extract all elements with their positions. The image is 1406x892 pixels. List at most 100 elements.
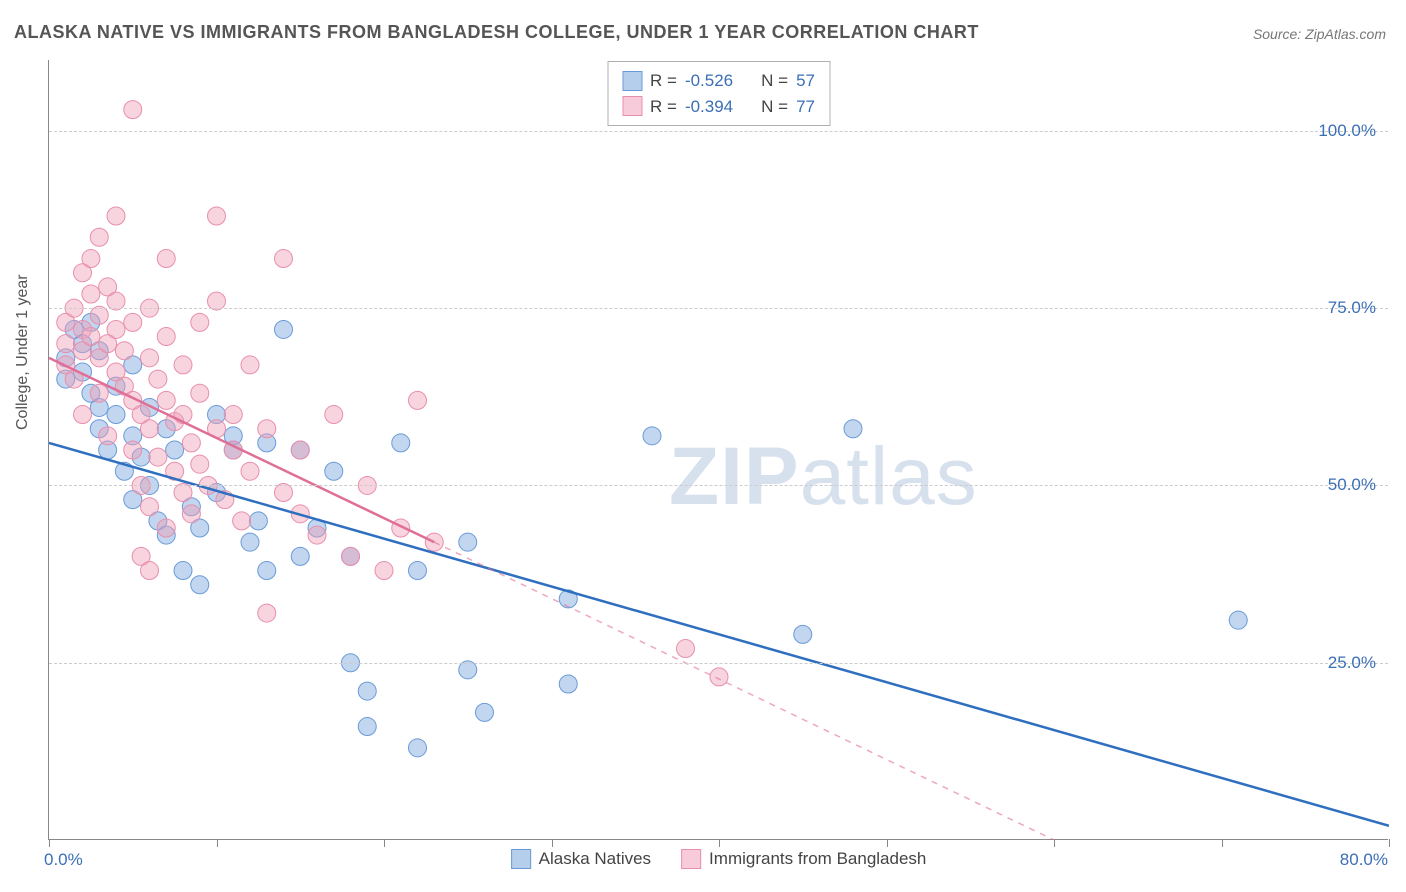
scatter-point-bangladesh xyxy=(149,370,167,388)
scatter-point-alaska xyxy=(559,675,577,693)
y-tick-label: 75.0% xyxy=(1328,298,1376,318)
scatter-point-alaska xyxy=(794,625,812,643)
scatter-point-bangladesh xyxy=(74,406,92,424)
scatter-point-bangladesh xyxy=(124,313,142,331)
scatter-point-bangladesh xyxy=(115,342,133,360)
gridline xyxy=(49,308,1388,309)
scatter-point-bangladesh xyxy=(57,335,75,353)
scatter-point-bangladesh xyxy=(141,420,159,438)
regression-line-alaska xyxy=(49,443,1389,826)
scatter-point-bangladesh xyxy=(157,250,175,268)
scatter-point-alaska xyxy=(258,562,276,580)
gridline xyxy=(49,485,1388,486)
legend-swatch xyxy=(681,849,701,869)
legend-r-value: -0.526 xyxy=(685,68,733,94)
scatter-point-alaska xyxy=(459,533,477,551)
scatter-point-alaska xyxy=(476,703,494,721)
scatter-point-bangladesh xyxy=(224,406,242,424)
y-tick-label: 100.0% xyxy=(1318,121,1376,141)
chart-title: ALASKA NATIVE VS IMMIGRANTS FROM BANGLAD… xyxy=(14,22,979,43)
plot-area: ZIPatlas R =-0.526N =57R =-0.394N =77 Al… xyxy=(48,60,1388,840)
scatter-point-bangladesh xyxy=(99,427,117,445)
scatter-point-alaska xyxy=(166,441,184,459)
legend-n-label: N = xyxy=(761,68,788,94)
source-label: Source: ZipAtlas.com xyxy=(1253,26,1386,42)
scatter-point-bangladesh xyxy=(141,349,159,367)
regression-extrapolation-bangladesh xyxy=(434,542,1054,840)
scatter-point-bangladesh xyxy=(174,356,192,374)
scatter-point-bangladesh xyxy=(157,519,175,537)
scatter-point-bangladesh xyxy=(107,207,125,225)
scatter-point-bangladesh xyxy=(375,562,393,580)
scatter-point-alaska xyxy=(392,434,410,452)
scatter-point-bangladesh xyxy=(157,391,175,409)
legend-row: R =-0.394N =77 xyxy=(622,94,815,120)
scatter-point-alaska xyxy=(241,533,259,551)
scatter-point-alaska xyxy=(325,462,343,480)
scatter-point-bangladesh xyxy=(275,250,293,268)
scatter-point-bangladesh xyxy=(82,250,100,268)
legend-n-value: 77 xyxy=(796,94,815,120)
scatter-point-bangladesh xyxy=(141,498,159,516)
y-tick-label: 25.0% xyxy=(1328,653,1376,673)
scatter-point-alaska xyxy=(107,406,125,424)
scatter-point-bangladesh xyxy=(241,356,259,374)
scatter-point-bangladesh xyxy=(342,547,360,565)
scatter-point-bangladesh xyxy=(90,384,108,402)
legend-n-value: 57 xyxy=(796,68,815,94)
scatter-point-alaska xyxy=(643,427,661,445)
legend-row: R =-0.526N =57 xyxy=(622,68,815,94)
series-legend-item: Immigrants from Bangladesh xyxy=(681,849,926,869)
scatter-point-alaska xyxy=(358,718,376,736)
x-tick xyxy=(887,839,888,847)
scatter-point-alaska xyxy=(409,562,427,580)
scatter-point-alaska xyxy=(275,320,293,338)
scatter-point-bangladesh xyxy=(258,420,276,438)
scatter-point-bangladesh xyxy=(677,640,695,658)
scatter-point-bangladesh xyxy=(124,101,142,119)
scatter-point-bangladesh xyxy=(124,441,142,459)
scatter-point-bangladesh xyxy=(291,441,309,459)
legend-r-label: R = xyxy=(650,94,677,120)
x-tick xyxy=(719,839,720,847)
scatter-point-alaska xyxy=(409,739,427,757)
series-legend: Alaska Natives Immigrants from Bangladesh xyxy=(511,849,927,869)
scatter-point-bangladesh xyxy=(208,207,226,225)
scatter-point-bangladesh xyxy=(241,462,259,480)
x-tick xyxy=(1222,839,1223,847)
series-legend-label: Immigrants from Bangladesh xyxy=(709,849,926,869)
scatter-point-bangladesh xyxy=(82,285,100,303)
x-tick xyxy=(552,839,553,847)
chart-container: ALASKA NATIVE VS IMMIGRANTS FROM BANGLAD… xyxy=(0,0,1406,892)
scatter-point-bangladesh xyxy=(191,455,209,473)
scatter-point-bangladesh xyxy=(325,406,343,424)
legend-swatch xyxy=(622,71,642,91)
gridline xyxy=(49,131,1388,132)
x-tick-80: 80.0% xyxy=(1340,850,1388,870)
scatter-point-alaska xyxy=(191,576,209,594)
scatter-point-bangladesh xyxy=(710,668,728,686)
x-tick-0: 0.0% xyxy=(44,850,83,870)
scatter-point-alaska xyxy=(249,512,267,530)
legend-n-label: N = xyxy=(761,94,788,120)
scatter-point-bangladesh xyxy=(409,391,427,409)
scatter-point-bangladesh xyxy=(107,320,125,338)
scatter-point-bangladesh xyxy=(258,604,276,622)
x-tick xyxy=(1389,839,1390,847)
scatter-point-alaska xyxy=(174,562,192,580)
x-tick xyxy=(49,839,50,847)
correlation-legend: R =-0.526N =57R =-0.394N =77 xyxy=(607,61,830,126)
scatter-point-bangladesh xyxy=(308,526,326,544)
gridline xyxy=(49,663,1388,664)
series-legend-label: Alaska Natives xyxy=(539,849,651,869)
scatter-point-alaska xyxy=(844,420,862,438)
y-axis-label: College, Under 1 year xyxy=(14,274,32,430)
scatter-point-bangladesh xyxy=(182,434,200,452)
chart-svg xyxy=(49,60,1389,840)
y-tick-label: 50.0% xyxy=(1328,475,1376,495)
scatter-point-alaska xyxy=(291,547,309,565)
scatter-point-bangladesh xyxy=(82,328,100,346)
x-tick xyxy=(217,839,218,847)
scatter-point-alaska xyxy=(1229,611,1247,629)
scatter-point-alaska xyxy=(358,682,376,700)
